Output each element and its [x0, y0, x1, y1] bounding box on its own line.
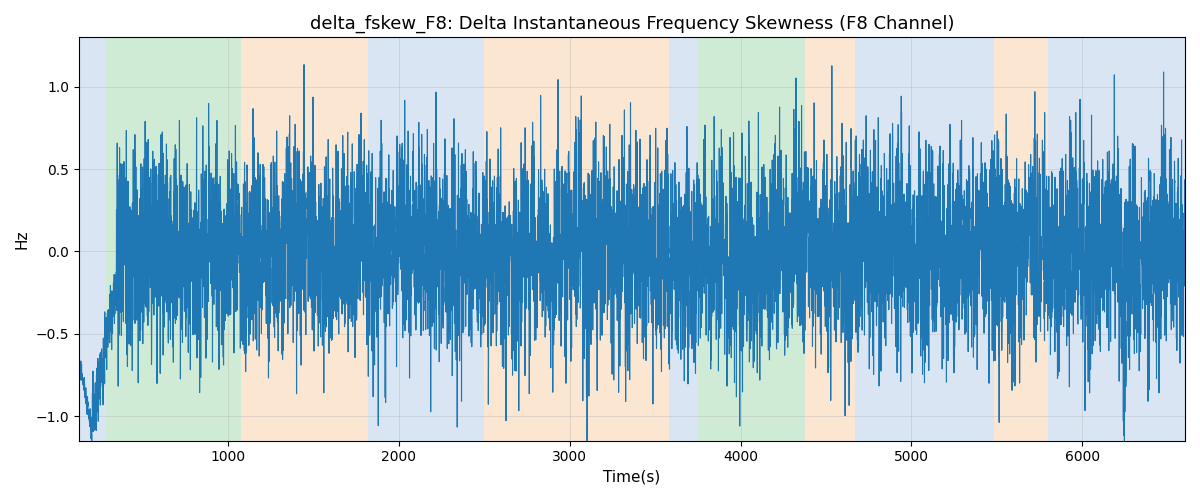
Bar: [368, 38, 484, 440]
Bar: [994, 38, 1049, 440]
Bar: [1049, 38, 1186, 440]
Y-axis label: Hz: Hz: [14, 230, 30, 249]
Bar: [697, 38, 805, 440]
Bar: [856, 38, 994, 440]
X-axis label: Time(s): Time(s): [604, 470, 660, 485]
Bar: [484, 38, 668, 440]
Bar: [668, 38, 697, 440]
Bar: [107, 38, 241, 440]
Bar: [79, 38, 107, 440]
Bar: [241, 38, 368, 440]
Bar: [805, 38, 856, 440]
Title: delta_fskew_F8: Delta Instantaneous Frequency Skewness (F8 Channel): delta_fskew_F8: Delta Instantaneous Freq…: [310, 15, 954, 34]
